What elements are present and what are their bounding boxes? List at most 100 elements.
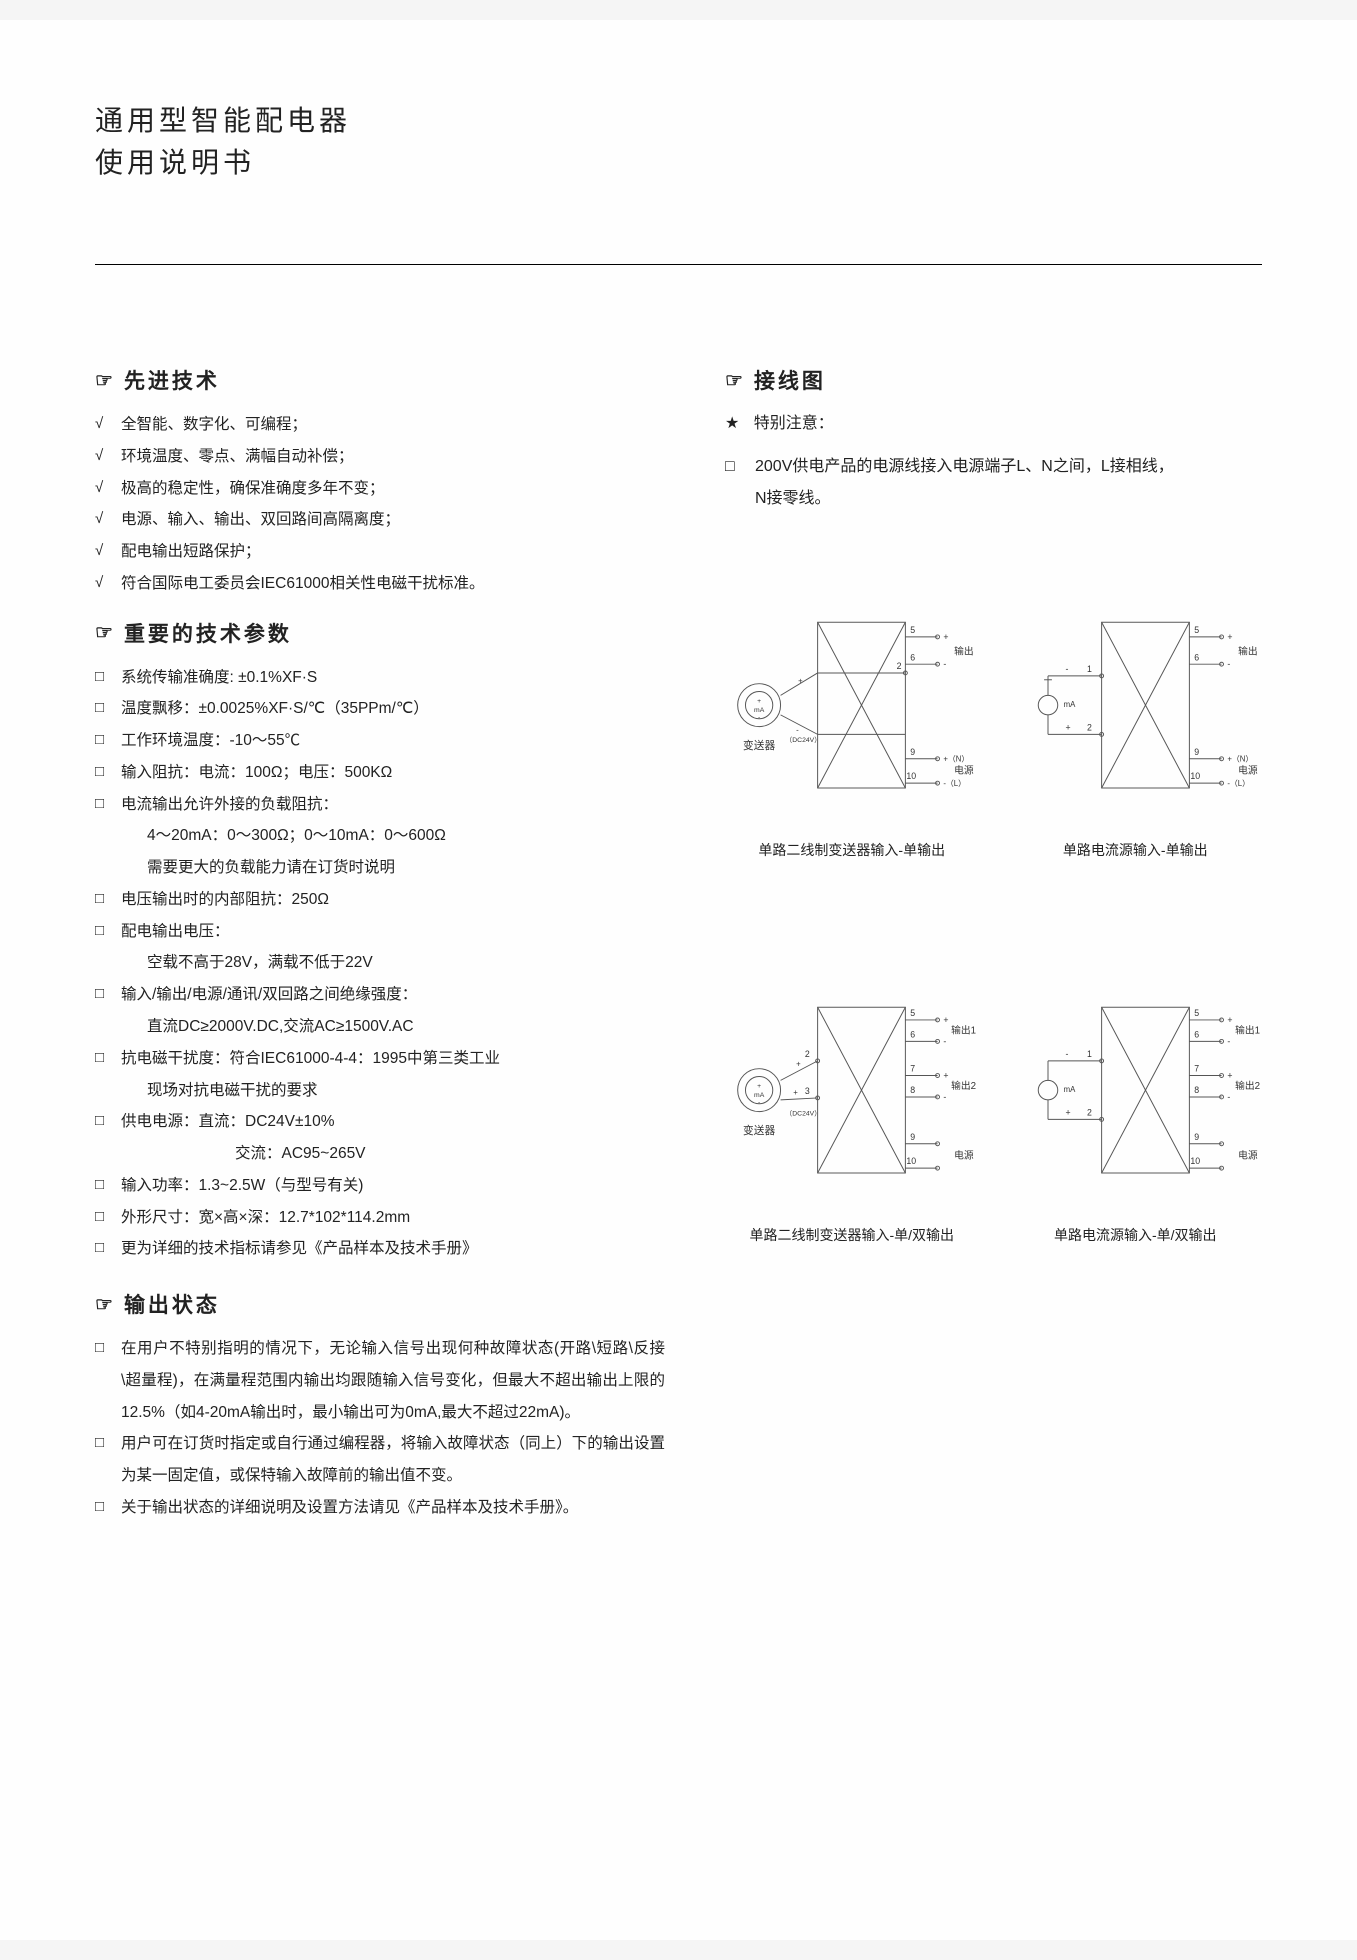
section-params-heading: ☞ 重要的技术参数 xyxy=(95,618,665,648)
param-item: □供电电源：直流：DC24V±10% xyxy=(95,1106,665,1138)
param-item: □温度飘移：±0.0025%XF·S/℃（35PPm/℃） xyxy=(95,693,665,725)
svg-text:输出: 输出 xyxy=(1238,645,1258,658)
param-item: □配电输出电压： xyxy=(95,916,665,948)
svg-text:-: - xyxy=(1065,664,1068,674)
svg-text:+: + xyxy=(943,632,948,642)
section-params-title: 重要的技术参数 xyxy=(124,618,292,648)
square-bullet: □ xyxy=(725,451,755,483)
square-bullet: □ xyxy=(95,1233,121,1264)
param-item: □外形尺寸：宽×高×深：12.7*102*114.2mm xyxy=(95,1202,665,1234)
param-item: □输入功率：1.3~2.5W（与型号有关) xyxy=(95,1170,665,1202)
pointer-icon: ☞ xyxy=(95,620,116,645)
svg-text:+: + xyxy=(1227,1015,1232,1025)
diagram-3: + mA - 变送器 + 2 + 3 （DC24V） xyxy=(725,1000,979,1245)
svg-text:2: 2 xyxy=(1087,1108,1092,1118)
square-bullet: □ xyxy=(95,693,121,724)
svg-text:2: 2 xyxy=(897,661,902,671)
svg-text:-（L）: -（L） xyxy=(943,779,966,788)
svg-text:+: + xyxy=(798,677,803,686)
pointer-icon: ☞ xyxy=(725,368,746,393)
square-bullet: □ xyxy=(95,1492,121,1523)
svg-text:+（N）: +（N） xyxy=(943,755,969,764)
wiring-note-text: 200V供电产品的电源线接入电源端子L、N之间，L接相线， xyxy=(755,451,1262,483)
svg-text:5: 5 xyxy=(910,625,915,635)
output-state-item: □关于输出状态的详细说明及设置方法请见《产品样本及技术手册》。 xyxy=(95,1492,665,1524)
section-output-title: 输出状态 xyxy=(124,1289,220,1319)
svg-text:（DC24V）: （DC24V） xyxy=(785,737,821,745)
param-item: □电流输出允许外接的负载阻抗： xyxy=(95,789,665,821)
svg-text:+: + xyxy=(943,1015,948,1025)
svg-text:输出2: 输出2 xyxy=(951,1080,976,1093)
svg-text:+: + xyxy=(1227,1071,1232,1081)
svg-text:7: 7 xyxy=(910,1064,915,1074)
output-state-item: □在用户不特别指明的情况下，无论输入信号出现何种故障状态(开路\短路\反接\超量… xyxy=(95,1333,665,1428)
square-bullet: □ xyxy=(95,1170,121,1201)
param-item-text: 输入功率：1.3~2.5W（与型号有关) xyxy=(121,1170,665,1202)
param-subline: 4～20mA：0～300Ω；0～10mA：0～600Ω xyxy=(95,820,665,852)
svg-text:7: 7 xyxy=(1194,1064,1199,1074)
svg-text:mA: mA xyxy=(754,707,765,714)
svg-text:-: - xyxy=(1227,1092,1230,1102)
param-item-text: 温度飘移：±0.0025%XF·S/℃（35PPm/℃） xyxy=(121,693,665,725)
advanced-item-text: 极高的稳定性，确保准确度多年不变； xyxy=(121,473,665,505)
left-column: ☞ 先进技术 √全智能、数字化、可编程；√环境温度、零点、满幅自动补偿；√极高的… xyxy=(95,365,665,1542)
svg-text:9: 9 xyxy=(910,747,915,757)
param-item-text: 配电输出电压： xyxy=(121,916,665,948)
square-bullet: □ xyxy=(95,1202,121,1233)
advanced-list: √全智能、数字化、可编程；√环境温度、零点、满幅自动补偿；√极高的稳定性，确保准… xyxy=(95,409,665,600)
diagram-4-caption: 单路电流源输入-单/双输出 xyxy=(1009,1225,1263,1245)
section-advanced-heading: ☞ 先进技术 xyxy=(95,365,665,395)
param-item-text: 更为详细的技术指标请参见《产品样本及技术手册》 xyxy=(121,1233,665,1265)
svg-text:输出1: 输出1 xyxy=(951,1024,976,1037)
param-item: □工作环境温度：-10～55℃ xyxy=(95,725,665,757)
output-state-text: 关于输出状态的详细说明及设置方法请见《产品样本及技术手册》。 xyxy=(121,1492,665,1524)
diagram-3-caption: 单路二线制变送器输入-单/双输出 xyxy=(725,1225,979,1245)
param-item: □系统传输准确度: ±0.1%XF·S xyxy=(95,662,665,694)
svg-text:6: 6 xyxy=(1194,653,1199,663)
wiring-note-row: □ 200V供电产品的电源线接入电源端子L、N之间，L接相线， xyxy=(725,451,1262,483)
svg-text:1: 1 xyxy=(1087,1049,1092,1059)
param-item-text: 工作环境温度：-10～55℃ xyxy=(121,725,665,757)
wiring-diagrams: + mA - 变送器 2 + - （DC24V） xyxy=(725,615,1262,1245)
output-state-text: 在用户不特别指明的情况下，无论输入信号出现何种故障状态(开路\短路\反接\超量程… xyxy=(121,1333,665,1428)
diagram-2: - 1 mA + 2 5 + 6 xyxy=(1009,615,1263,860)
diagram-4: -1 mA +2 5+ 6- 输出1 7+ xyxy=(1009,1000,1263,1245)
square-bullet: □ xyxy=(95,1428,121,1459)
param-item: □更为详细的技术指标请参见《产品样本及技术手册》 xyxy=(95,1233,665,1265)
output-state-item: □用户可在订货时指定或自行通过编程器，将输入故障状态（同上）下的输出设置为某一固… xyxy=(95,1428,665,1492)
svg-text:+（N）: +（N） xyxy=(1227,755,1253,764)
star-icon: ★ xyxy=(725,415,739,432)
svg-text:6: 6 xyxy=(1194,1030,1199,1040)
check-bullet: √ xyxy=(95,536,121,567)
param-item-text: 外形尺寸：宽×高×深：12.7*102*114.2mm xyxy=(121,1202,665,1234)
svg-text:9: 9 xyxy=(1194,1132,1199,1142)
svg-text:+: + xyxy=(793,1088,798,1097)
page-title: 通用型智能配电器 使用说明书 xyxy=(95,100,1262,184)
svg-text:2: 2 xyxy=(1087,723,1092,733)
svg-text:电源: 电源 xyxy=(954,764,974,777)
svg-text:10: 10 xyxy=(1190,1157,1200,1167)
svg-text:10: 10 xyxy=(1190,772,1200,782)
svg-text:5: 5 xyxy=(910,1008,915,1018)
square-bullet: □ xyxy=(95,1043,121,1074)
svg-text:电源: 电源 xyxy=(954,1149,974,1162)
svg-text:-（L）: -（L） xyxy=(1227,779,1250,788)
square-bullet: □ xyxy=(95,884,121,915)
param-item: □抗电磁干扰度：符合IEC61000-4-4：1995中第三类工业 xyxy=(95,1043,665,1075)
advanced-item-text: 配电输出短路保护； xyxy=(121,536,665,568)
advanced-item-text: 电源、输入、输出、双回路间高隔离度； xyxy=(121,504,665,536)
diagram-1-caption: 单路二线制变送器输入-单输出 xyxy=(725,840,979,860)
svg-text:6: 6 xyxy=(910,1030,915,1040)
square-bullet: □ xyxy=(95,916,121,947)
content-columns: ☞ 先进技术 √全智能、数字化、可编程；√环境温度、零点、满幅自动补偿；√极高的… xyxy=(95,365,1262,1542)
right-column: ☞ 接线图 ★ 特别注意： □ 200V供电产品的电源线接入电源端子L、N之间，… xyxy=(725,365,1262,1542)
svg-text:-: - xyxy=(796,726,799,735)
advanced-item: √极高的稳定性，确保准确度多年不变； xyxy=(95,473,665,505)
svg-text:-: - xyxy=(943,1037,946,1047)
advanced-item-text: 符合国际电工委员会IEC61000相关性电磁干扰标准。 xyxy=(121,568,665,600)
svg-text:+: + xyxy=(1065,723,1070,733)
svg-text:9: 9 xyxy=(1194,747,1199,757)
svg-text:1: 1 xyxy=(1087,664,1092,674)
svg-text:-: - xyxy=(943,659,946,669)
wiring-note-text-2: N接零线。 xyxy=(725,483,1262,515)
